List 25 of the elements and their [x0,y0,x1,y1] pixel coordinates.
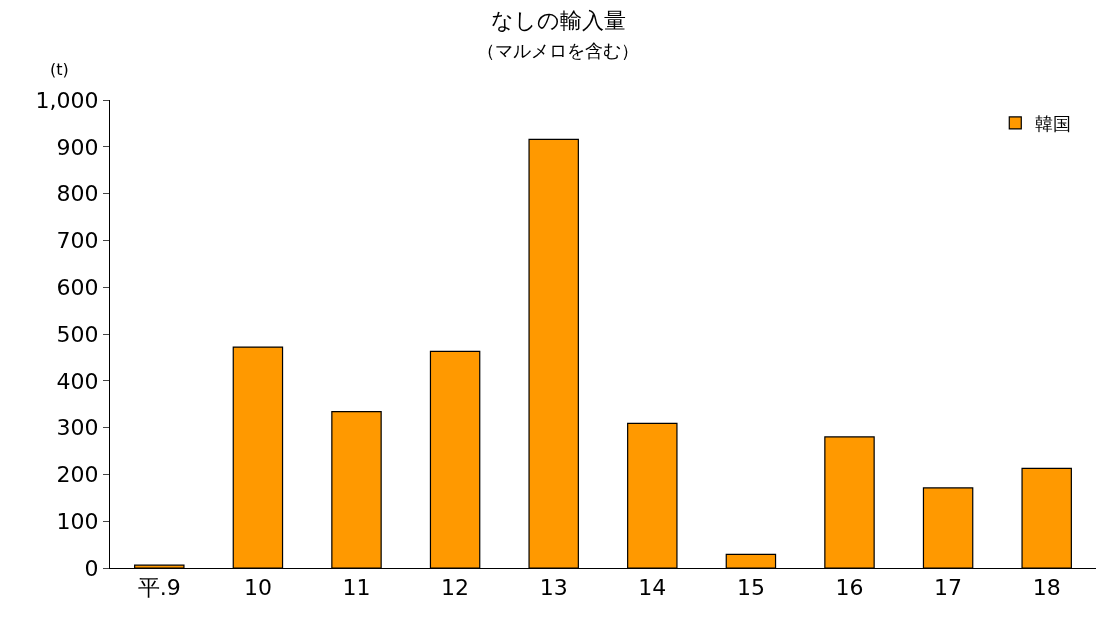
y-axis-title: (t) [50,60,69,79]
x-tick-label: 18 [1032,575,1061,601]
x-tick-label: 11 [342,575,371,601]
y-tick-label: 400 [56,368,99,394]
x-tick-label: 12 [441,575,470,601]
y-tick-label: 0 [84,555,99,581]
legend-label: 韓国 [1035,112,1072,134]
y-tick-label: 100 [56,508,99,534]
y-tick-label: 800 [56,181,99,207]
y-tick-label: 600 [56,274,99,300]
y-tick-label: 300 [56,415,99,441]
chart-subtitle: （マルメロを含む） [477,39,639,61]
x-tick-label: 平.9 [137,575,181,601]
y-tick-label: 200 [56,462,99,488]
x-tick-label: 17 [934,575,963,601]
x-tick-label: 16 [835,575,864,601]
y-tick-label: 700 [56,228,99,254]
x-tick-label: 13 [539,575,568,601]
x-tick-label: 10 [243,575,272,601]
y-tick-label: 900 [56,134,99,160]
y-tick-label: 500 [56,321,99,347]
x-tick-label: 15 [736,575,765,601]
y-tick-label: 1,000 [35,87,99,113]
chart-title: なしの輸入量 [490,8,626,34]
x-tick-label: 14 [638,575,667,601]
